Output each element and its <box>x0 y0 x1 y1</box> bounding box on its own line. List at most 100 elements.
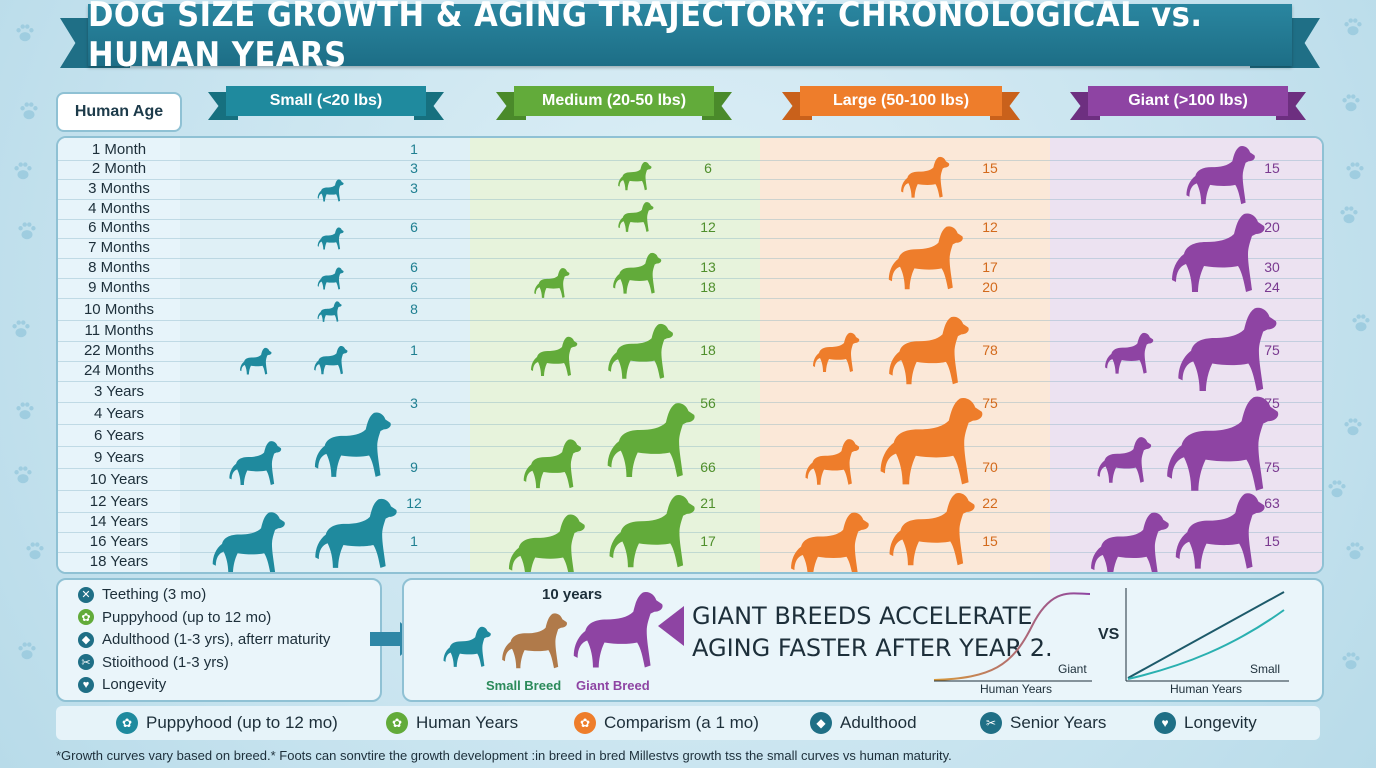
giant-dog-icon <box>1091 512 1169 572</box>
small-dog-icon <box>229 441 282 486</box>
small-value: 1 <box>410 141 418 157</box>
medium-value: 13 <box>700 259 716 275</box>
small-header: Small (<20 lbs) <box>226 86 426 116</box>
giant-dog-icon <box>573 592 663 668</box>
age-label: 16 Years <box>89 533 149 550</box>
legend-item: ◆ Adulthood (1-3 yrs), afterr maturity <box>78 631 330 648</box>
paw-print-icon <box>1346 162 1364 180</box>
small-column <box>180 138 471 572</box>
paw-print-icon <box>1342 652 1360 670</box>
age-label: 9 Years <box>93 449 145 466</box>
pointer-left-icon <box>658 606 684 646</box>
age-label: 11 Months <box>84 322 154 339</box>
large-category-ribbon: Large (50-100 lbs) <box>782 86 1020 122</box>
bone-icon: ✂ <box>78 654 94 670</box>
legend-label: Puppyhood (up to 12 mo) <box>102 608 272 626</box>
age-label: 14 Years <box>89 513 149 530</box>
footer-legend-label: Senior Years <box>1010 713 1107 732</box>
comparison-panel: 10 years Small Breed Giant Breed GIANT B… <box>402 578 1324 702</box>
footer-legend-item: ✂ Senior Years <box>980 712 1106 734</box>
dog-icon: ◆ <box>78 631 94 648</box>
age-label: 24 Months <box>83 362 155 379</box>
table-row-divider <box>58 446 1322 447</box>
legend-label: Stioithood (1-3 yrs) <box>102 653 229 671</box>
human-age-header: Human Age <box>56 92 182 132</box>
table-row-divider <box>58 160 1322 161</box>
age-label: 8 Months <box>88 259 150 276</box>
giant-dog-icon <box>1175 493 1265 569</box>
giant-dog-icon <box>1167 396 1279 491</box>
footer-legend-item: ✿ Human Years <box>386 712 518 734</box>
stage-legend: ✕ Teething (3 mo) ✿ Puppyhood (up to 12 mo)… <box>56 578 382 702</box>
giant-value: 24 <box>1264 279 1280 295</box>
giant-value: 15 <box>1264 160 1280 176</box>
medium-header: Medium (20-50 lbs) <box>514 86 714 116</box>
giant-dog-icon <box>1178 307 1277 392</box>
large-dog-icon <box>889 493 975 566</box>
paw-icon: ✿ <box>574 712 596 734</box>
footer-legend-item: ✿ Puppyhood (up to 12 mo) <box>116 712 338 734</box>
large-value: 20 <box>982 279 998 295</box>
medium-value: 6 <box>704 160 712 176</box>
giant-category-ribbon: Giant (>100 lbs) <box>1070 86 1306 122</box>
paw-print-icon <box>1352 314 1370 332</box>
legend-item: ✕ Teething (3 mo) <box>78 586 206 603</box>
paw-print-icon <box>1344 18 1362 36</box>
giant-value: 20 <box>1264 219 1280 235</box>
age-label: 22 Months <box>83 342 155 359</box>
paw-print-icon <box>1340 206 1358 224</box>
footer-legend-label: Puppyhood (up to 12 mo) <box>146 713 338 732</box>
medium-dog-icon <box>613 252 662 294</box>
medium-dog-icon <box>609 495 695 568</box>
medium-dog-icon <box>607 403 695 477</box>
table-row-divider <box>58 278 1322 279</box>
medium-dog-icon <box>502 613 567 669</box>
paw-icon: ✿ <box>78 609 94 625</box>
paw-print-icon <box>16 24 34 42</box>
footer-legend-label: Comparism (a 1 mo) <box>604 713 759 732</box>
paw-icon: ✿ <box>386 712 408 734</box>
small-value: 6 <box>410 219 418 235</box>
age-label: 6 Years <box>93 427 145 444</box>
tooth-icon: ✕ <box>78 586 94 603</box>
small-breed-label: Small Breed <box>486 678 562 693</box>
medium-dog-icon <box>534 268 570 298</box>
table-row-divider <box>58 468 1322 469</box>
table-row-divider <box>58 402 1322 403</box>
paw-print-icon <box>18 642 36 660</box>
age-label: 3 Years <box>93 383 145 400</box>
medium-dog-icon <box>523 439 582 489</box>
paw-print-icon <box>12 320 30 338</box>
footer-legend-label: Adulthood <box>840 713 917 732</box>
footer-legend-label: Longevity <box>1184 713 1257 732</box>
medium-dog-icon <box>608 323 673 379</box>
table-row-divider <box>58 179 1322 180</box>
table-row-divider <box>58 532 1322 533</box>
large-value: 17 <box>982 259 998 275</box>
giant-value: 30 <box>1264 259 1280 275</box>
large-value: 15 <box>982 160 998 176</box>
small-value: 1 <box>410 342 418 358</box>
giant-curve-label: Giant <box>1058 662 1087 676</box>
age-column <box>58 138 181 572</box>
large-dog-icon <box>888 226 963 290</box>
small-value: 6 <box>410 259 418 275</box>
large-dog-icon <box>813 332 860 372</box>
medium-value: 21 <box>700 495 716 511</box>
paw-icon: ✿ <box>116 712 138 734</box>
title-ribbon: DOG SIZE GROWTH & AGING TRAJECTORY: CHRO… <box>60 0 1320 75</box>
bone-icon: ✂ <box>980 712 1002 734</box>
small-value: 3 <box>410 395 418 411</box>
giant-value: 15 <box>1264 533 1280 549</box>
headline-line-1: GIANT BREEDS ACCELERATE <box>692 602 1033 630</box>
footer-legend-label: Human Years <box>416 713 519 732</box>
small-curve-chart <box>1125 588 1289 682</box>
large-dog-icon <box>880 398 983 485</box>
large-dog-icon <box>889 316 969 385</box>
headline-line-2: AGING FASTER AFTER YEAR 2. <box>692 634 1053 662</box>
table-row-divider <box>58 361 1322 362</box>
age-label: 1 Month <box>91 141 147 158</box>
medium-value: 66 <box>700 459 716 475</box>
giant-curve-chart <box>933 592 1092 682</box>
age-label: 12 Years <box>89 493 149 510</box>
